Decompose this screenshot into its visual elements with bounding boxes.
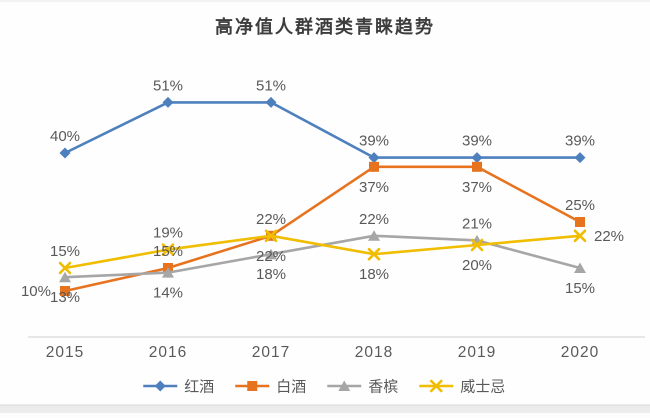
data-label-baijiu-2015: 10% — [21, 283, 51, 300]
marker-whisky-2018 — [367, 247, 381, 261]
legend: 红酒 白酒 香槟 威士忌 — [143, 379, 505, 396]
marker-whisky-2015 — [58, 261, 72, 275]
legend-item-baijiu: 白酒 — [235, 379, 306, 396]
data-label-champagne-2016: 14% — [153, 285, 183, 302]
photo-edge-top — [0, 0, 650, 2]
x-axis-label-2020: 2020 — [561, 344, 599, 361]
chart-title: 高净值人群酒类青睐趋势 — [215, 16, 435, 37]
data-label-champagne-2020: 15% — [565, 280, 595, 297]
data-label-whisky-2018: 18% — [359, 266, 389, 283]
data-label-baijiu-2016: 15% — [153, 243, 183, 260]
data-label-whisky-2019: 20% — [462, 257, 492, 274]
marker-whisky-2016 — [161, 243, 175, 256]
data-label-whisky-2020: 22% — [594, 228, 624, 245]
data-label-baijiu-2019: 37% — [462, 179, 492, 196]
data-label-baijiu-2018: 37% — [359, 179, 389, 196]
marker-whisky-2017 — [264, 229, 278, 243]
data-label-champagne-2018: 22% — [359, 211, 389, 228]
data-labels-layer: 40% 51% 51% 39% 39% 39% 10% 15% 22% 37% 37% 25% 13% 1… — [21, 77, 624, 306]
marker-baijiu-2020 — [575, 217, 585, 227]
marker-champagne-2018 — [368, 230, 380, 241]
legend-item-whisky: 威士忌 — [419, 379, 505, 396]
legend-marker-whisky-icon — [429, 379, 443, 393]
photo-edge-bottom — [0, 405, 650, 413]
x-axis-labels: 2015 2016 2017 2018 2019 2020 — [46, 344, 599, 361]
legend-item-champagne: 香槟 — [327, 379, 398, 396]
x-axis-label-2018: 2018 — [355, 344, 393, 361]
legend-item-red-wine: 红酒 — [143, 379, 214, 396]
marker-baijiu-2015 — [60, 286, 70, 296]
x-axis-label-2019: 2019 — [458, 344, 496, 361]
data-label-baijiu-2020: 25% — [565, 197, 595, 214]
marker-baijiu-2019 — [472, 161, 482, 172]
data-label-red-wine-2017: 51% — [256, 77, 286, 94]
marker-red-wine-2019 — [471, 152, 483, 164]
legend-label-whisky: 威士忌 — [460, 379, 505, 396]
data-label-champagne-2019: 21% — [462, 215, 492, 232]
x-axis-label-2016: 2016 — [149, 344, 187, 361]
data-label-red-wine-2020: 39% — [565, 133, 595, 150]
data-label-baijiu-2017: 22% — [256, 211, 286, 228]
marker-red-wine-2020 — [574, 152, 586, 164]
marker-red-wine-2017 — [265, 96, 277, 108]
marker-champagne-2016 — [162, 267, 174, 278]
data-label-red-wine-2016: 51% — [153, 77, 183, 94]
series-line-baijiu — [63, 165, 582, 293]
data-label-red-wine-2015: 40% — [50, 128, 80, 145]
marker-red-wine-2015 — [59, 147, 71, 159]
legend-marker-red-wine-icon — [154, 380, 166, 392]
marker-whisky-2019 — [470, 238, 484, 252]
data-label-whisky-2017: 22% — [256, 248, 286, 265]
marker-whisky-2020 — [573, 229, 587, 243]
series-line-red-wine — [63, 101, 582, 159]
data-label-champagne-2015: 13% — [50, 289, 80, 306]
marker-red-wine-2016 — [162, 96, 174, 108]
marker-baijiu-2018 — [369, 161, 379, 172]
legend-label-red-wine: 红酒 — [184, 379, 214, 396]
legend-label-baijiu: 白酒 — [276, 379, 306, 396]
x-axis-label-2017: 2017 — [252, 344, 290, 361]
data-label-champagne-2017: 18% — [256, 266, 286, 283]
marker-champagne-2015 — [59, 271, 71, 283]
data-label-red-wine-2018: 39% — [359, 133, 389, 150]
legend-marker-champagne-icon — [338, 380, 351, 391]
legend-label-champagne: 香槟 — [368, 379, 398, 396]
series-line-whisky — [63, 234, 582, 270]
marker-red-wine-2018 — [368, 152, 380, 164]
data-label-whisky-2015: 15% — [50, 243, 80, 260]
marker-champagne-2020 — [574, 262, 586, 273]
x-axis-label-2015: 2015 — [46, 344, 84, 361]
series-layer — [58, 96, 587, 296]
data-label-whisky-2016: 19% — [153, 225, 183, 242]
legend-marker-baijiu-icon — [247, 381, 258, 391]
data-label-red-wine-2019: 39% — [462, 133, 492, 150]
marker-champagne-2017 — [265, 248, 277, 260]
